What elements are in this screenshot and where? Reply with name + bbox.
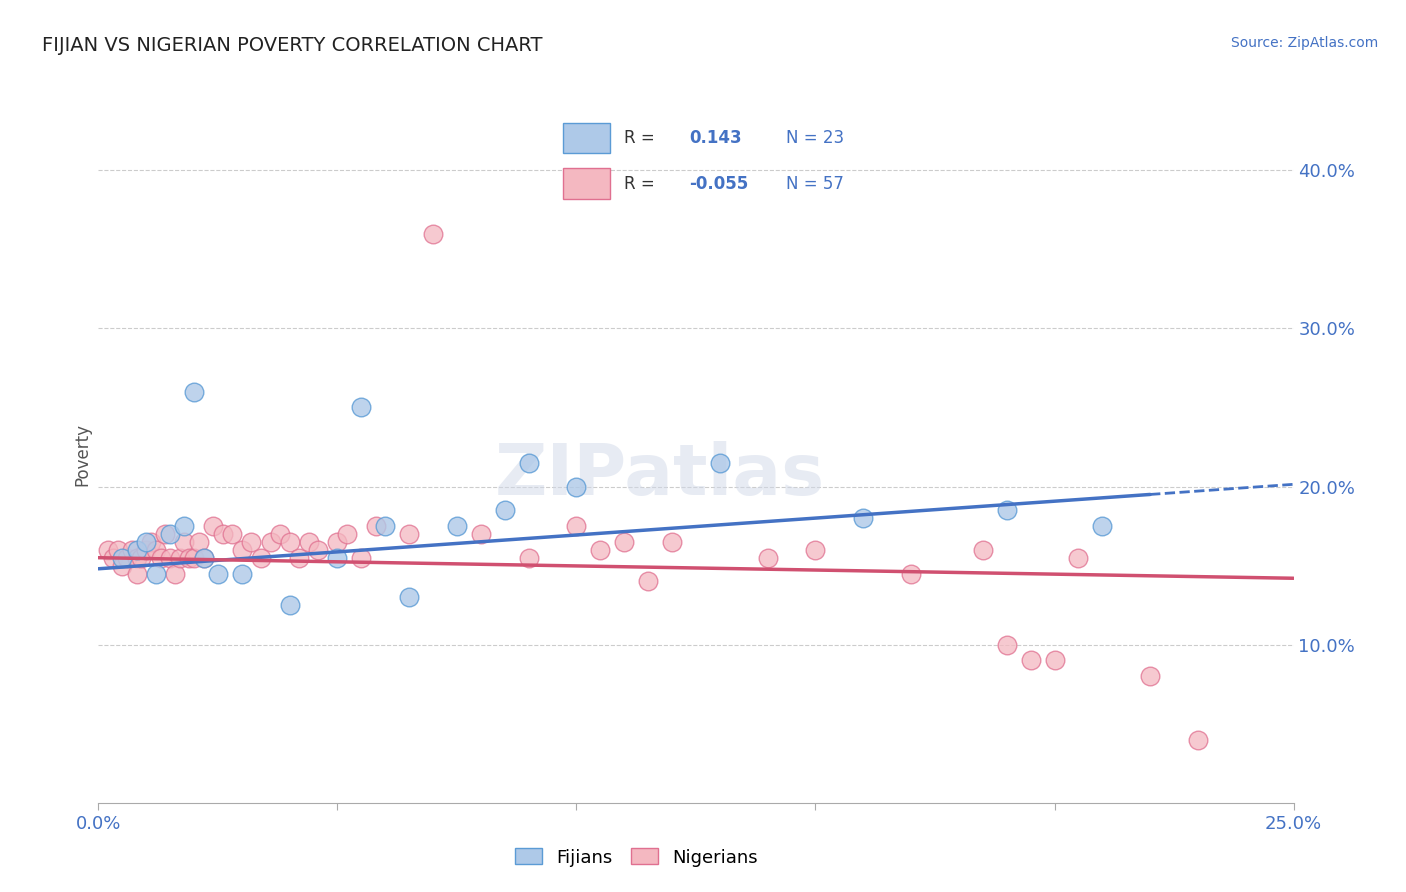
Point — [364, 519, 387, 533]
Point — [193, 550, 215, 565]
Point — [422, 227, 444, 241]
Point — [231, 566, 253, 581]
Point — [1067, 550, 1090, 565]
Point — [288, 550, 311, 565]
Point — [173, 519, 195, 533]
Point — [179, 550, 201, 565]
Point — [517, 456, 540, 470]
Point — [565, 519, 588, 533]
Point — [187, 534, 209, 549]
Point — [183, 384, 205, 399]
Point — [398, 527, 420, 541]
Point — [307, 542, 329, 557]
Point — [804, 542, 827, 557]
Point — [107, 542, 129, 557]
Point — [613, 534, 636, 549]
Point — [169, 550, 191, 565]
Point — [589, 542, 612, 557]
Point — [637, 574, 659, 589]
Point — [101, 550, 124, 565]
Point — [1187, 732, 1209, 747]
Point — [470, 527, 492, 541]
Point — [972, 542, 994, 557]
Point — [121, 542, 143, 557]
Point — [1091, 519, 1114, 533]
Point — [756, 550, 779, 565]
Point — [995, 638, 1018, 652]
Point — [374, 519, 396, 533]
Point — [145, 542, 167, 557]
Point — [350, 401, 373, 415]
Point — [250, 550, 273, 565]
Point — [125, 566, 148, 581]
Point — [135, 542, 157, 557]
Point — [221, 527, 243, 541]
Point — [494, 503, 516, 517]
Point — [149, 550, 172, 565]
Point — [207, 566, 229, 581]
Point — [565, 479, 588, 493]
Point — [1019, 653, 1042, 667]
Point — [231, 542, 253, 557]
Point — [193, 550, 215, 565]
Text: ZIPatlas: ZIPatlas — [495, 442, 825, 510]
Point — [131, 550, 153, 565]
Point — [326, 550, 349, 565]
Point — [115, 550, 138, 565]
Point — [211, 527, 233, 541]
Point — [995, 503, 1018, 517]
Point — [202, 519, 225, 533]
Point — [446, 519, 468, 533]
Point — [183, 550, 205, 565]
Point — [159, 527, 181, 541]
Point — [155, 527, 177, 541]
Point — [350, 550, 373, 565]
Point — [298, 534, 321, 549]
Point — [852, 511, 875, 525]
Point — [145, 566, 167, 581]
Point — [240, 534, 263, 549]
Point — [517, 550, 540, 565]
Point — [336, 527, 359, 541]
Point — [278, 534, 301, 549]
Point — [139, 534, 162, 549]
Point — [125, 550, 148, 565]
Point — [97, 542, 120, 557]
Point — [269, 527, 291, 541]
Text: Source: ZipAtlas.com: Source: ZipAtlas.com — [1230, 36, 1378, 50]
Point — [125, 542, 148, 557]
Text: FIJIAN VS NIGERIAN POVERTY CORRELATION CHART: FIJIAN VS NIGERIAN POVERTY CORRELATION C… — [42, 36, 543, 54]
Point — [159, 550, 181, 565]
Point — [163, 566, 186, 581]
Y-axis label: Poverty: Poverty — [73, 424, 91, 486]
Point — [326, 534, 349, 549]
Point — [135, 534, 157, 549]
Point — [111, 550, 134, 565]
Legend: Fijians, Nigerians: Fijians, Nigerians — [508, 841, 765, 874]
Point — [1043, 653, 1066, 667]
Point — [1139, 669, 1161, 683]
Point — [259, 534, 281, 549]
Point — [173, 534, 195, 549]
Point — [398, 591, 420, 605]
Point — [900, 566, 922, 581]
Point — [278, 598, 301, 612]
Point — [709, 456, 731, 470]
Point — [111, 558, 134, 573]
Point — [661, 534, 683, 549]
